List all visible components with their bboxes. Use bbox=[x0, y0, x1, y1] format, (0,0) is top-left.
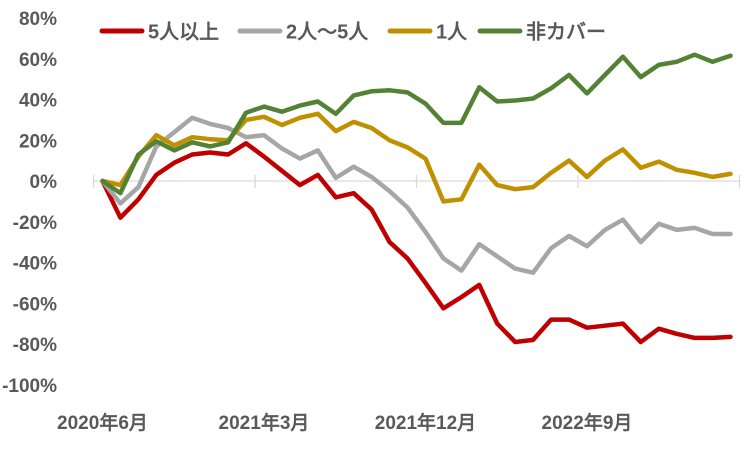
y-axis-tick-label: 0% bbox=[30, 172, 58, 193]
legend-label-5plus: 5人以上 bbox=[148, 21, 219, 44]
legend-label-1person: 1人 bbox=[436, 21, 468, 44]
x-axis-tick-label: 2020年6月 bbox=[57, 411, 148, 434]
y-axis-tick-label: -60% bbox=[13, 294, 57, 315]
legend-item-5plus: 5人以上 bbox=[99, 21, 219, 44]
x-axis-tick-label: 2021年3月 bbox=[219, 411, 310, 434]
legend-item-2to5: 2人〜5人 bbox=[237, 21, 369, 44]
series-line-1person bbox=[100, 111, 733, 204]
legend-item-1person: 1人 bbox=[387, 21, 468, 44]
y-axis-tick-label: -40% bbox=[13, 254, 57, 275]
x-axis-tick-label: 2022年9月 bbox=[542, 411, 633, 434]
legend-item-uncovered: 非カバー bbox=[477, 21, 606, 44]
y-axis-tick-label: -80% bbox=[13, 335, 57, 356]
series-line-uncovered bbox=[100, 52, 733, 196]
legend-label-uncovered: 非カバー bbox=[526, 21, 606, 44]
x-axis-tick-label: 2021年12月 bbox=[375, 411, 476, 434]
y-axis-tick-label: 20% bbox=[19, 131, 57, 152]
series-line-2to5 bbox=[100, 115, 733, 275]
series-line-5plus bbox=[100, 141, 733, 345]
y-axis-tick-label: 40% bbox=[19, 91, 57, 112]
y-axis-tick-label: -20% bbox=[13, 213, 57, 234]
legend-label-2to5: 2人〜5人 bbox=[286, 21, 369, 44]
y-axis-tick-label: -100% bbox=[2, 376, 57, 397]
y-axis-tick-label: 60% bbox=[19, 50, 57, 71]
y-axis-tick-label: 80% bbox=[19, 9, 57, 30]
